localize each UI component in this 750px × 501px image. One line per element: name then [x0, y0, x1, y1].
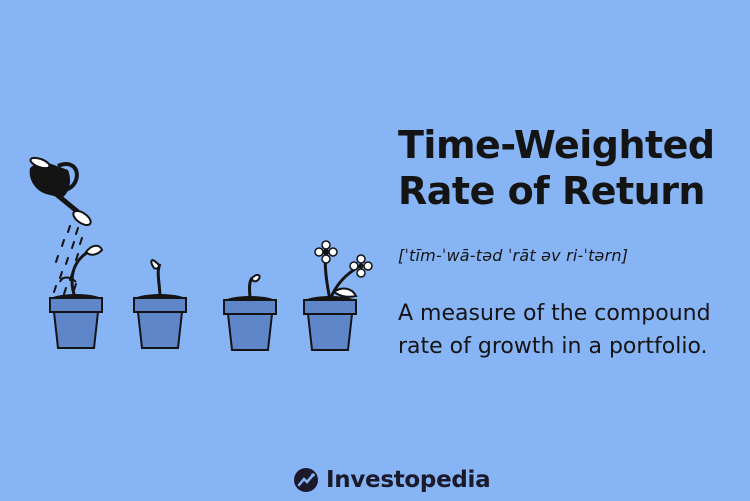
watering-can-icon: [29, 156, 92, 227]
title-line-2: Rate of Return: [398, 169, 705, 213]
definition-text: A measure of the compound rate of growth…: [398, 301, 711, 359]
investopedia-logo-icon: [294, 468, 318, 492]
plant-pot-4: [303, 240, 373, 351]
investopedia-logo[interactable]: Investopedia: [293, 464, 491, 496]
plant-pot-3: [223, 273, 277, 351]
pronunciation: [ˈtīm-ˈwā-təd ˈrāt əv ri-ˈtərn]: [398, 246, 629, 265]
page-title: Time-Weighted Rate of Return: [398, 122, 738, 214]
title-line-1: Time-Weighted: [398, 123, 715, 167]
plant-pot-2: [133, 259, 187, 349]
water-drops: [53, 225, 83, 295]
growing-plants-illustration: [29, 156, 373, 351]
plant-pot-1: [49, 244, 104, 349]
flower-icon: [349, 254, 373, 278]
logo-text: Investopedia: [326, 467, 491, 493]
flower-icon: [314, 240, 338, 264]
